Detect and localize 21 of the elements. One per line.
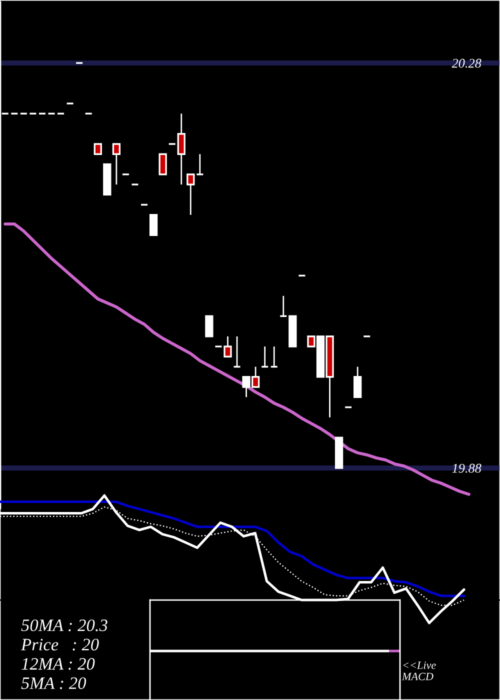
text: 12MA : 20 (22, 658, 95, 670)
candlestick (177, 112, 186, 186)
candlestick (205, 315, 214, 338)
text: 5MA : 20 (21, 677, 86, 690)
candlestick (196, 153, 204, 176)
candlestick (224, 336, 232, 358)
candlestick (270, 346, 278, 368)
candlestick (232, 336, 242, 368)
candlestick (158, 153, 167, 176)
candlestick (279, 295, 288, 317)
candlestick (260, 346, 269, 368)
candlestick (186, 174, 195, 216)
candlestick (94, 143, 102, 155)
candlestick (112, 143, 121, 186)
annotation: 50MA : 20.3 (21, 619, 108, 632)
text: <<Live MACD (402, 662, 436, 680)
candlestick (149, 214, 158, 236)
y-tick-label: 19.88 (452, 464, 482, 473)
y-tick-label: 20.28 (452, 58, 482, 68)
text: Price : 20 (20, 638, 99, 651)
candlestick (354, 366, 362, 398)
